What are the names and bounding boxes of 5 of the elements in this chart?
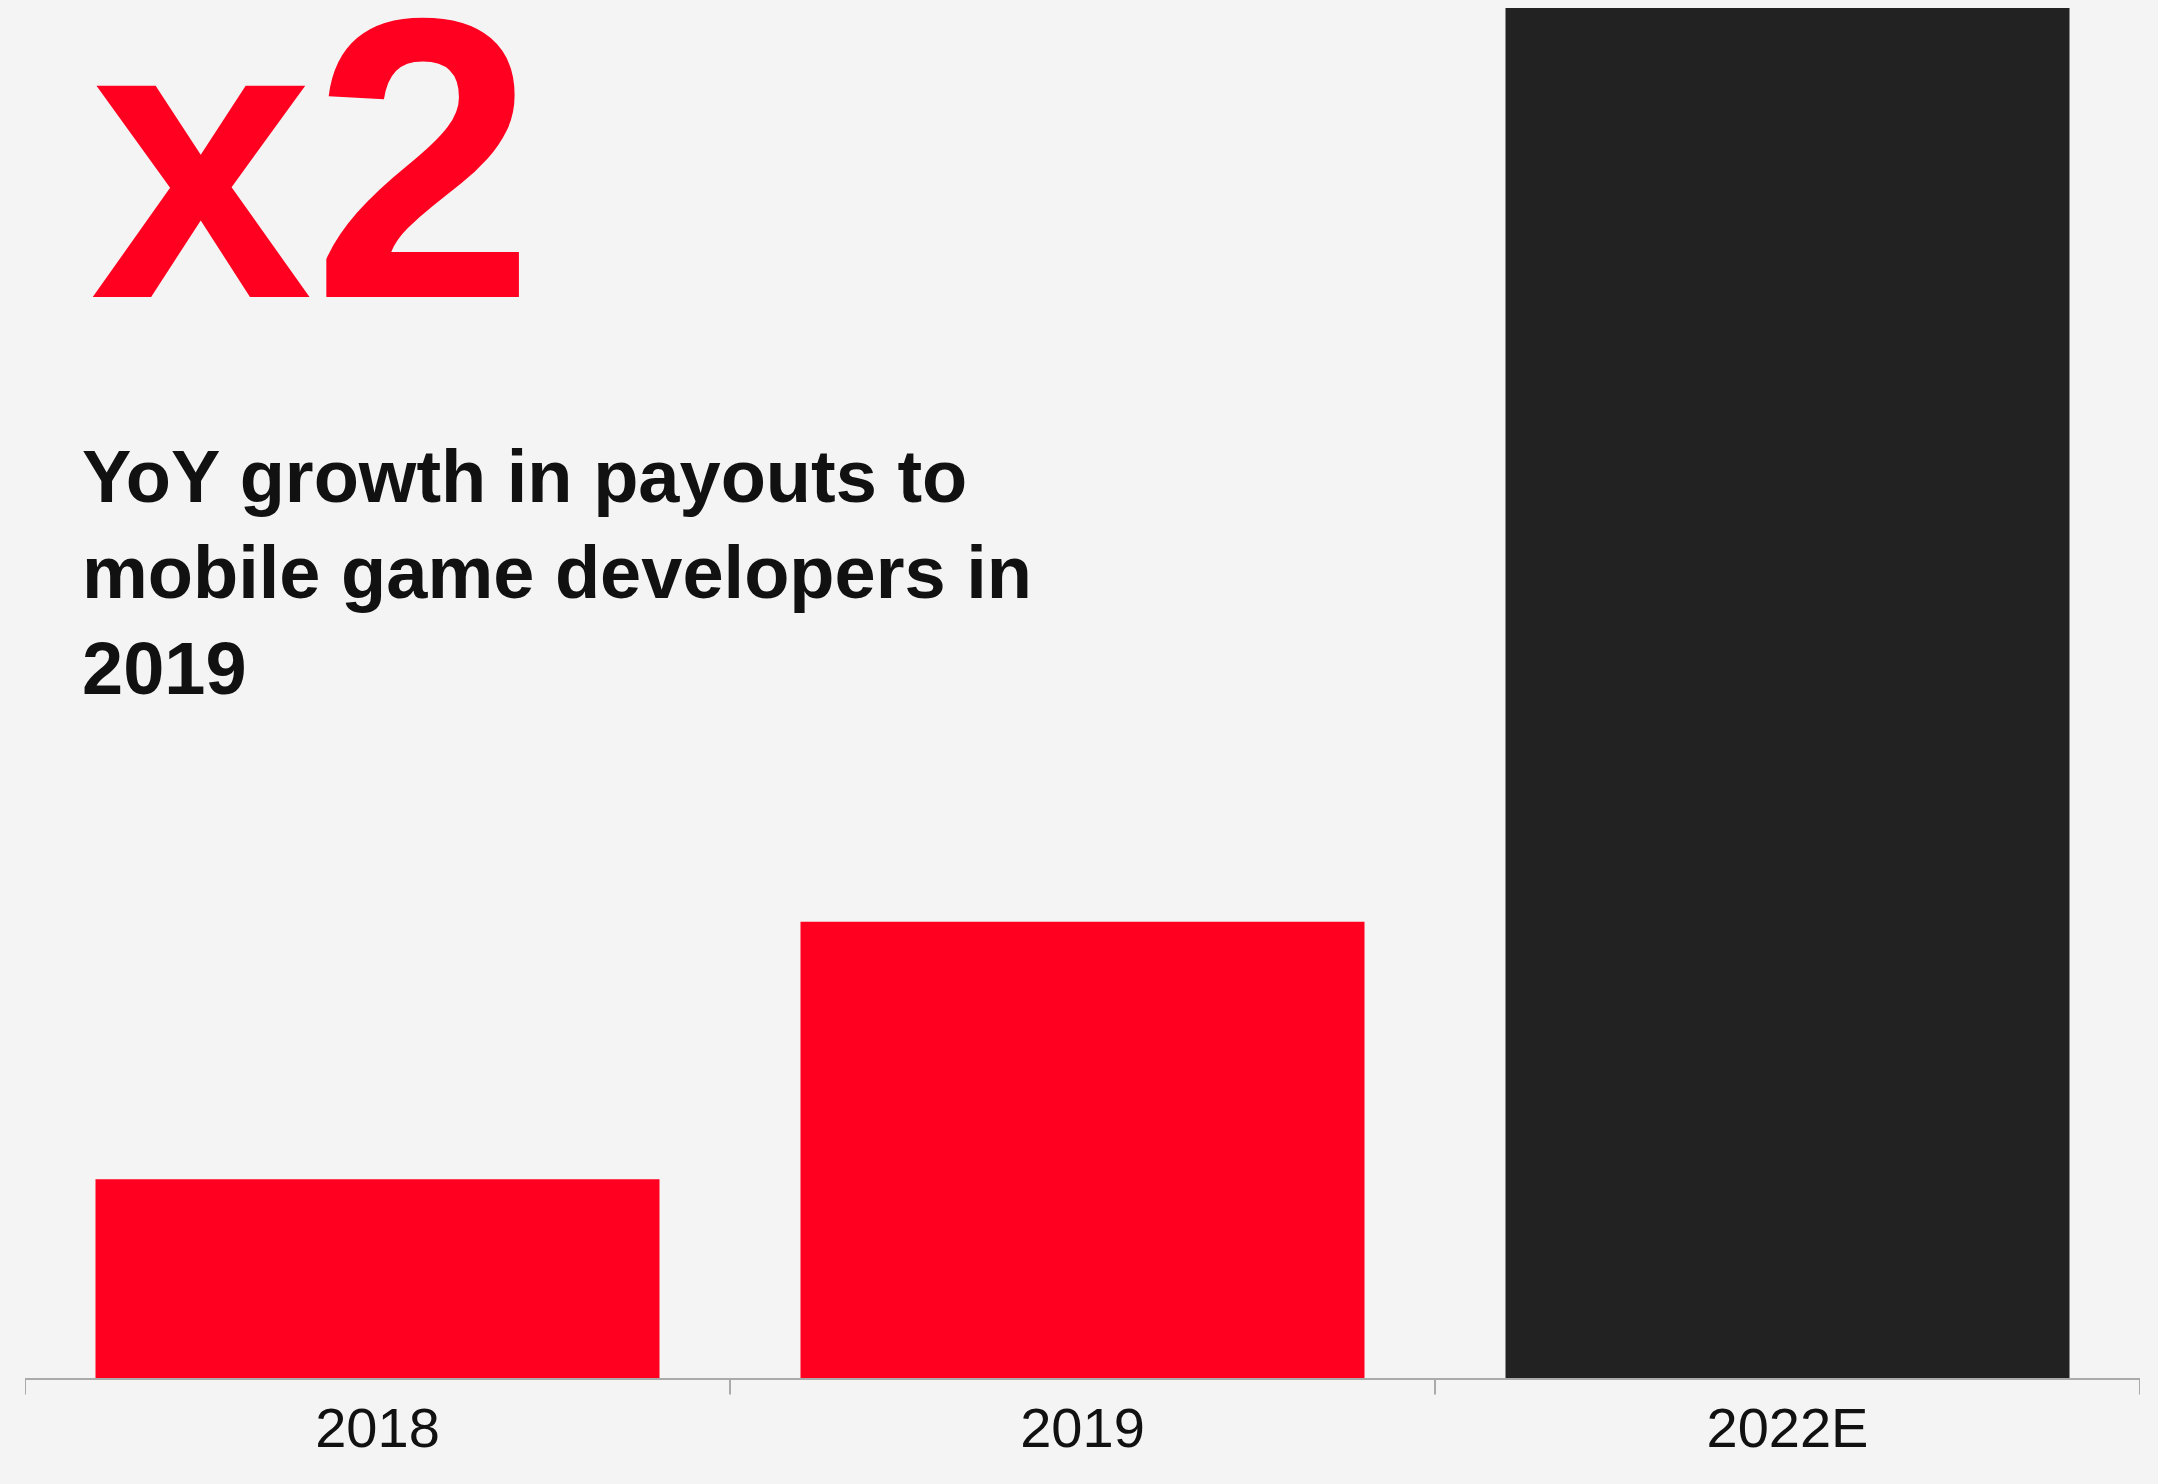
x-tick-label: 2018 [315,1396,440,1460]
x-tick-label: 2022E [1706,1396,1869,1460]
text: YoY growth in payouts to mobile game developers in 2019 [82,435,1032,711]
annotation: x2 [90,0,535,382]
x-tick-label: 2019 [1020,1396,1145,1460]
